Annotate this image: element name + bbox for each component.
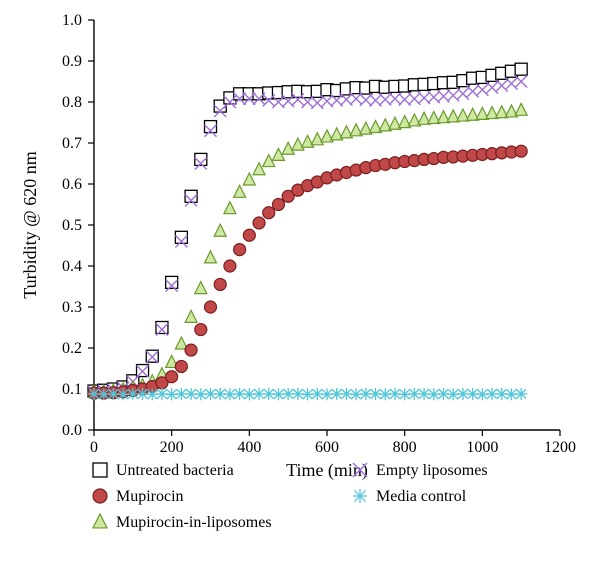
chart-container: 0 200 400 600 800 1000 1200 0.0 0.1 0.2 0.3 0.4 0.5 0… [0,0,600,569]
legend-label: Mupirocin [116,488,184,505]
x-tick-label: 1200 [544,439,576,456]
x-tick-label: 200 [160,439,184,456]
y-axis-label: Turbidity @ 620 nm [20,151,40,298]
y-tick-label: 0.7 [62,135,82,152]
legend-label: Empty liposomes [376,462,488,479]
x-tick-label: 1000 [466,439,498,456]
y-tick-label: 0.2 [62,340,82,357]
y-tick-label: 0.4 [62,258,82,275]
y-tick-label: 0.8 [62,94,82,111]
x-tick-label: 400 [237,439,261,456]
x-tick-label: 600 [315,439,339,456]
legend-label: Untreated bacteria [116,462,234,479]
x-tick-label: 0 [90,439,98,456]
x-axis-label: Time (min) [286,460,368,481]
legend-entry-mupirocin_liposomes: Mupirocin-in-liposomes [93,514,272,531]
y-tick-label: 0.9 [62,53,82,70]
y-tick-label: 0.6 [62,176,82,193]
y-tick-label: 0.3 [62,299,82,316]
y-tick-label: 0.1 [62,381,82,398]
x-tick-label: 800 [393,439,417,456]
legend-label: Media control [376,488,467,505]
turbidity-chart: 0 200 400 600 800 1000 1200 0.0 0.1 0.2 0.3 0.4 0.5 0… [0,0,600,569]
y-tick-label: 0.5 [62,217,82,234]
y-tick-label: 0.0 [62,422,82,439]
y-tick-label: 1.0 [62,12,82,29]
legend-label: Mupirocin-in-liposomes [116,514,272,531]
